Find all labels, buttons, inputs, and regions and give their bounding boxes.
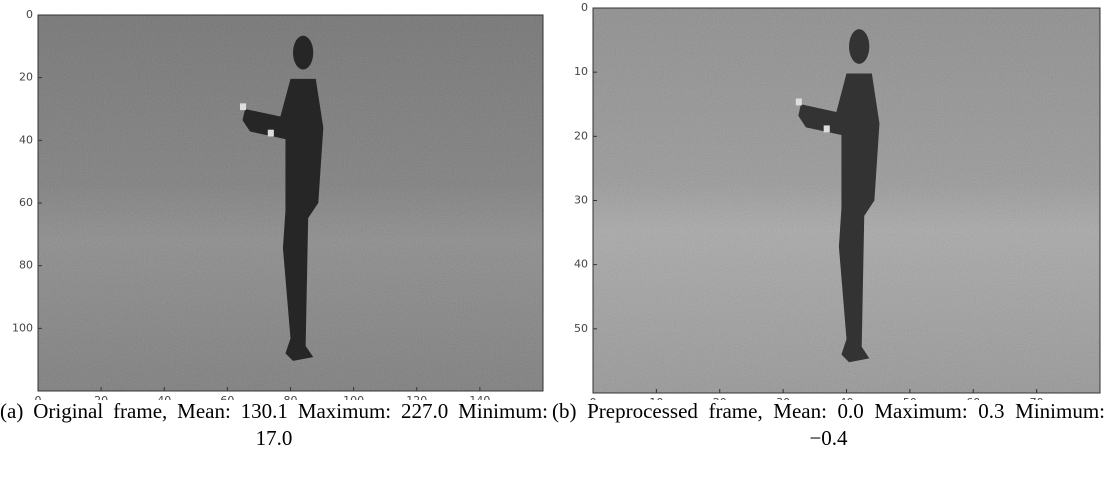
page: 0204060801001201400204060801000102030405…: [0, 0, 1105, 482]
y-tick-label: 40: [574, 258, 588, 271]
y-tick-label: 20: [19, 71, 33, 84]
caption-label: (b): [552, 399, 577, 423]
y-tick-label: 0: [581, 1, 588, 14]
y-tick-label: 50: [574, 322, 588, 335]
caption: (a) Original frame, Mean: 130.1 Maximum:…: [0, 398, 548, 452]
y-tick-label: 80: [19, 259, 33, 272]
hand: [796, 98, 802, 105]
y-tick-label: 0: [26, 8, 33, 21]
hand: [240, 103, 246, 110]
y-tick-label: 10: [574, 65, 588, 78]
y-tick-label: 60: [19, 196, 33, 209]
person-head: [293, 36, 313, 70]
y-tick-label: 30: [574, 194, 588, 207]
caption-label: (a): [0, 399, 23, 423]
caption-text: Original frame, Mean: 130.1 Maximum: 227…: [33, 399, 548, 450]
hand: [268, 130, 274, 137]
hand: [824, 125, 830, 132]
caption-text: Preprocessed frame, Mean: 0.0 Maximum: 0…: [587, 399, 1105, 450]
person-head: [849, 29, 869, 64]
figure: 0204060801001201400204060801000102030405…: [0, 0, 1105, 400]
caption: (b) Preprocessed frame, Mean: 0.0 Maximu…: [552, 398, 1105, 452]
y-tick-label: 40: [19, 133, 33, 146]
y-tick-label: 100: [12, 321, 33, 334]
y-tick-label: 20: [574, 129, 588, 142]
